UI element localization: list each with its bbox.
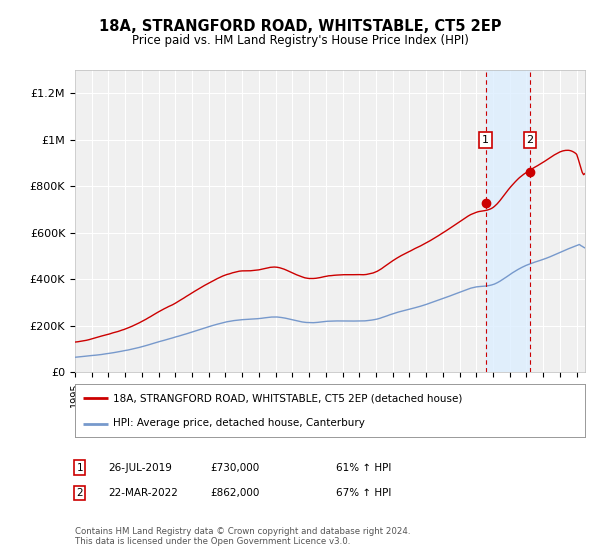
Text: 26-JUL-2019: 26-JUL-2019 bbox=[108, 463, 172, 473]
Text: 67% ↑ HPI: 67% ↑ HPI bbox=[336, 488, 391, 498]
Bar bbox=[485, 70, 530, 372]
Text: 1: 1 bbox=[76, 463, 83, 473]
Text: £862,000: £862,000 bbox=[210, 488, 259, 498]
Text: 2: 2 bbox=[527, 135, 534, 145]
Text: Price paid vs. HM Land Registry's House Price Index (HPI): Price paid vs. HM Land Registry's House … bbox=[131, 34, 469, 48]
Text: 18A, STRANGFORD ROAD, WHITSTABLE, CT5 2EP: 18A, STRANGFORD ROAD, WHITSTABLE, CT5 2E… bbox=[99, 20, 501, 34]
Text: 1: 1 bbox=[482, 135, 489, 145]
Text: HPI: Average price, detached house, Canterbury: HPI: Average price, detached house, Cant… bbox=[113, 418, 365, 428]
Text: 18A, STRANGFORD ROAD, WHITSTABLE, CT5 2EP (detached house): 18A, STRANGFORD ROAD, WHITSTABLE, CT5 2E… bbox=[113, 394, 463, 404]
Text: 22-MAR-2022: 22-MAR-2022 bbox=[108, 488, 178, 498]
Text: 61% ↑ HPI: 61% ↑ HPI bbox=[336, 463, 391, 473]
Text: Contains HM Land Registry data © Crown copyright and database right 2024.
This d: Contains HM Land Registry data © Crown c… bbox=[75, 526, 410, 546]
Text: 2: 2 bbox=[76, 488, 83, 498]
Text: £730,000: £730,000 bbox=[210, 463, 259, 473]
